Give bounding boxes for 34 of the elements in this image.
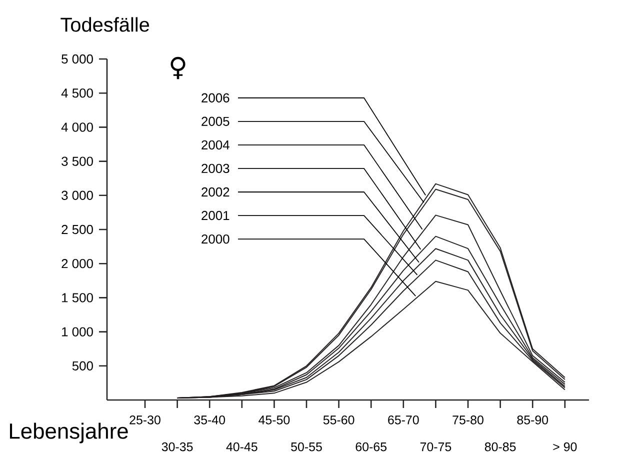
y-tick-label: 4 000 — [61, 122, 93, 132]
text: 2001 — [202, 210, 230, 220]
x-tick-label: 85-90 — [517, 416, 548, 424]
x-tick-label: 30-35 — [162, 442, 193, 452]
text: 2005 — [202, 116, 230, 126]
x-axis-title: Lebensjahre — [10, 422, 128, 444]
x-tick-label: 55-60 — [323, 416, 354, 424]
x-tick-label: 50-55 — [291, 442, 322, 452]
y-tick-label: 5 000 — [62, 54, 93, 64]
x-tick-label: 35-40 — [194, 416, 226, 424]
annotation: ♀ — [170, 56, 186, 80]
text: 2004 — [202, 140, 230, 150]
x-tick-label: 40-45 — [226, 442, 258, 452]
y-tick-label: 3 500 — [62, 156, 93, 166]
y-axis-title: Todesfälle — [60, 17, 150, 32]
x-tick-label: > 90 — [553, 442, 577, 452]
x-tick-label: 80-85 — [484, 442, 516, 452]
x-tick-label: 45-50 — [258, 416, 290, 424]
x-tick-label: 65-70 — [388, 416, 419, 424]
y-tick-label: 4 500 — [61, 88, 93, 98]
y-tick-label: 2 000 — [62, 259, 93, 268]
x-tick-label: 75-80 — [452, 416, 484, 424]
x-tick-label: 25-30 — [130, 416, 160, 424]
text: 2006 — [202, 93, 230, 102]
y-tick-label: 3 000 — [62, 190, 93, 200]
y-tick-label: 2 500 — [62, 224, 93, 234]
text: 2002 — [202, 187, 230, 197]
y-tick-label: 1 500 — [62, 293, 93, 302]
x-tick-label: 60-65 — [356, 442, 386, 452]
text: 2003 — [202, 164, 230, 174]
y-tick-label: 1 000 — [62, 327, 93, 336]
x-tick-label: 70-75 — [420, 442, 452, 452]
y-tick-label: 500 — [72, 361, 93, 370]
text: 2000 — [202, 234, 230, 244]
